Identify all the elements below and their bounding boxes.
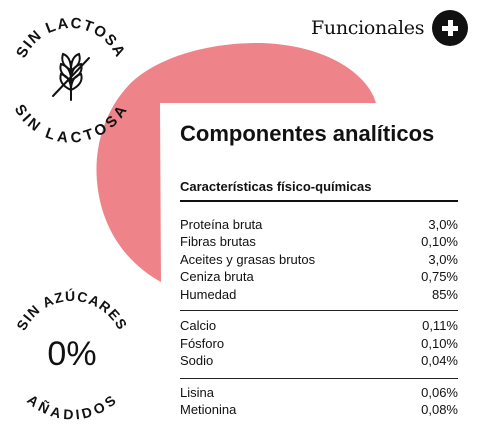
table-row: Sodio 0,04% (180, 352, 458, 369)
analytics-card (161, 103, 471, 436)
row-label: Fósforo (180, 336, 225, 351)
row-label: Fibras brutas (180, 234, 256, 249)
row-label: Aceites y grasas brutos (180, 252, 316, 267)
row-label: Humedad (180, 287, 237, 302)
row-value: 0,10% (421, 336, 458, 351)
group-divider (180, 378, 458, 379)
row-label: Sodio (180, 353, 214, 368)
table-row: Aceites y grasas brutos 3,0% (180, 251, 458, 268)
row-value: 0,08% (421, 402, 458, 417)
row-value: 0,10% (421, 234, 458, 249)
sin-lactosa-badge: SIN LACTOSA SIN LACTOSA (11, 15, 132, 146)
zero-percent-text: 0% (47, 335, 96, 373)
plus-circle-icon[interactable] (432, 10, 469, 46)
functionales-header: Funcionales (311, 10, 469, 46)
row-value: 0,04% (421, 353, 458, 368)
functionales-label: Funcionales (311, 17, 425, 39)
anadidos-bottom-text: AÑADIDOS (24, 391, 120, 422)
row-label: Proteína bruta (180, 217, 263, 232)
wheat-crossed-icon (52, 52, 90, 101)
sin-lactosa-top-text: SIN LACTOSA (13, 15, 129, 61)
table-row: Lisina 0,06% (180, 384, 458, 401)
row-label: Metionina (180, 402, 237, 417)
row-value: 3,0% (428, 217, 458, 232)
sin-azucares-top-text: SIN AZÚCARES (13, 287, 131, 333)
row-value: 0,11% (422, 318, 458, 333)
row-value: 0,06% (421, 385, 458, 400)
header-divider (180, 200, 458, 202)
row-label: Calcio (180, 318, 217, 333)
sin-lactosa-bottom-text: SIN LACTOSA (11, 102, 132, 146)
table-row: Proteína bruta 3,0% (180, 216, 458, 233)
table-row: Humedad 85% (180, 286, 458, 303)
table-row: Metionina 0,08% (180, 401, 458, 418)
row-value: 0,75% (421, 269, 458, 284)
table-row: Fibras brutas 0,10% (180, 233, 458, 250)
table-row: Calcio 0,11% (180, 317, 458, 334)
row-value: 85% (431, 287, 458, 302)
group-divider (180, 310, 458, 311)
table-row: Fósforo 0,10% (180, 335, 458, 352)
sin-azucares-badge: SIN AZÚCARES AÑADIDOS 0% (13, 287, 131, 422)
row-label: Lisina (180, 385, 214, 400)
card-title: Componentes analíticos (180, 121, 435, 146)
table-row: Ceniza bruta 0,75% (180, 268, 458, 285)
row-value: 3,0% (428, 252, 458, 267)
card-subtitle: Características físico-químicas (180, 179, 372, 194)
row-label: Ceniza bruta (180, 269, 254, 284)
